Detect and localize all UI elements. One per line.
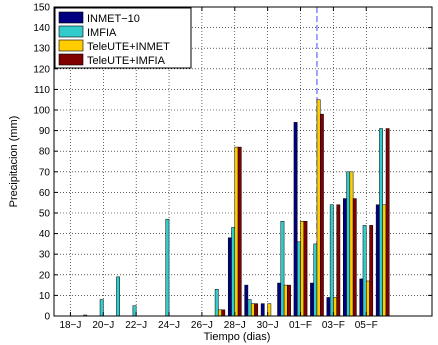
- bar-marks: [83, 99, 390, 317]
- bar-inmet-10-37: [375, 204, 380, 317]
- x-tick-label: 01−F: [289, 320, 312, 331]
- bar-imfia-28: [231, 227, 236, 317]
- legend: INMET−10 IMFIA TeleUTE+INMET TeleUTE+IMFIA: [54, 7, 192, 69]
- legend-entry: TeleUTE+IMFIA: [87, 55, 166, 67]
- bar-inmet-10-35: [343, 198, 347, 317]
- bar-inmet-10-36: [359, 278, 364, 317]
- legend-entry: INMET−10: [87, 13, 140, 25]
- y-tick-label: 120: [33, 64, 50, 75]
- bar-teleute-imfia-29: [254, 303, 259, 317]
- bar-teleute-imfia-34: [336, 204, 341, 317]
- y-axis-label: Precipitacion (mm): [8, 116, 20, 208]
- x-tick-label: 30−J: [257, 320, 279, 331]
- y-tick-label: 90: [39, 126, 51, 137]
- bar-teleute-imfia-27: [221, 309, 226, 317]
- bar-inmet-10-33: [310, 282, 314, 317]
- y-tick-label: 70: [39, 167, 51, 178]
- y-tick-label: 50: [39, 209, 51, 220]
- bar-teleute-imfia-31: [287, 284, 291, 317]
- y-tick-label: 60: [39, 188, 51, 199]
- x-tick-label: 05−F: [355, 320, 378, 331]
- bar-inmet-10-28: [227, 237, 232, 317]
- bar-teleute-inmet-27: [218, 309, 222, 317]
- y-tick-label: 130: [33, 44, 50, 55]
- x-axis-label: Tiempo (dias): [204, 331, 271, 343]
- bar-teleute-inmet-32: [300, 220, 305, 317]
- y-tick-label: 110: [34, 85, 50, 96]
- y-tick-label: 30: [39, 250, 51, 261]
- bar-imfia-37: [379, 128, 383, 317]
- bar-inmet-10-31: [277, 282, 282, 317]
- bar-imfia-35: [346, 171, 351, 317]
- bar-imfia-21: [116, 276, 120, 317]
- bar-teleute-imfia-28: [237, 146, 242, 317]
- bar-teleute-inmet-33: [316, 99, 321, 317]
- x-tick-label: 03−F: [322, 320, 345, 331]
- y-tick-label: 10: [39, 291, 51, 302]
- bar-teleute-inmet-28: [234, 146, 239, 317]
- bar-teleute-inmet-37: [382, 204, 387, 317]
- bar-teleute-inmet-35: [349, 171, 354, 317]
- y-tick-label: 150: [33, 3, 50, 14]
- bar-teleute-imfia-35: [352, 198, 357, 317]
- x-axis-ticks: 18−J 20−J 22−J 24−J 26−J 28−J 30−J 01−F 03−F 05−F: [59, 7, 378, 331]
- bar-teleute-imfia-33: [319, 113, 324, 317]
- bar-teleute-inmet-36: [366, 280, 370, 317]
- bar-teleute-inmet-29: [250, 303, 255, 317]
- legend-swatch: [58, 11, 84, 24]
- bar-inmet-10-32: [293, 122, 298, 317]
- legend-swatch: [58, 39, 84, 52]
- bar-imfia-32: [296, 241, 301, 317]
- bar-imfia-31: [280, 220, 285, 317]
- y-tick-label: 40: [39, 229, 51, 240]
- bar-imfia-24: [165, 218, 170, 317]
- bar-teleute-imfia-32: [303, 220, 308, 317]
- y-tick-label: 80: [39, 147, 51, 158]
- bar-inmet-10-29: [244, 284, 249, 317]
- bar-inmet-10-30: [260, 303, 265, 317]
- plot-frame: [53, 6, 433, 317]
- y-tick-label: 20: [39, 270, 51, 281]
- legend-entry: TeleUTE+INMET: [87, 41, 170, 53]
- bar-teleute-imfia-37: [385, 128, 390, 317]
- bar-teleute-imfia-36: [369, 225, 374, 317]
- x-tick-label: 18−J: [59, 320, 81, 331]
- bar-imfia-34: [329, 204, 334, 317]
- legend-swatch: [58, 53, 84, 66]
- y-tick-label: 140: [33, 23, 50, 34]
- bar-imfia-29: [247, 299, 252, 317]
- x-tick-label: 20−J: [92, 320, 114, 331]
- bar-inmet-10-34: [326, 297, 331, 317]
- x-tick-label: 26−J: [191, 320, 213, 331]
- legend-swatch: [58, 25, 84, 38]
- bar-imfia-33: [313, 243, 318, 317]
- legend-entry: IMFIA: [87, 27, 117, 39]
- bar-imfia-36: [362, 225, 367, 317]
- bar-teleute-inmet-31: [283, 284, 288, 317]
- y-tick-label: 0: [44, 312, 50, 323]
- y-axis-ticks: 0 10 20 30 40 50 60 70 80 90 100 110 120 130 140 150: [33, 3, 432, 323]
- x-tick-label: 28−J: [224, 320, 246, 331]
- x-tick-label: 22−J: [125, 320, 147, 331]
- y-tick-label: 100: [33, 106, 50, 117]
- x-tick-label: 24−J: [158, 320, 180, 331]
- bar-imfia-27: [214, 288, 219, 317]
